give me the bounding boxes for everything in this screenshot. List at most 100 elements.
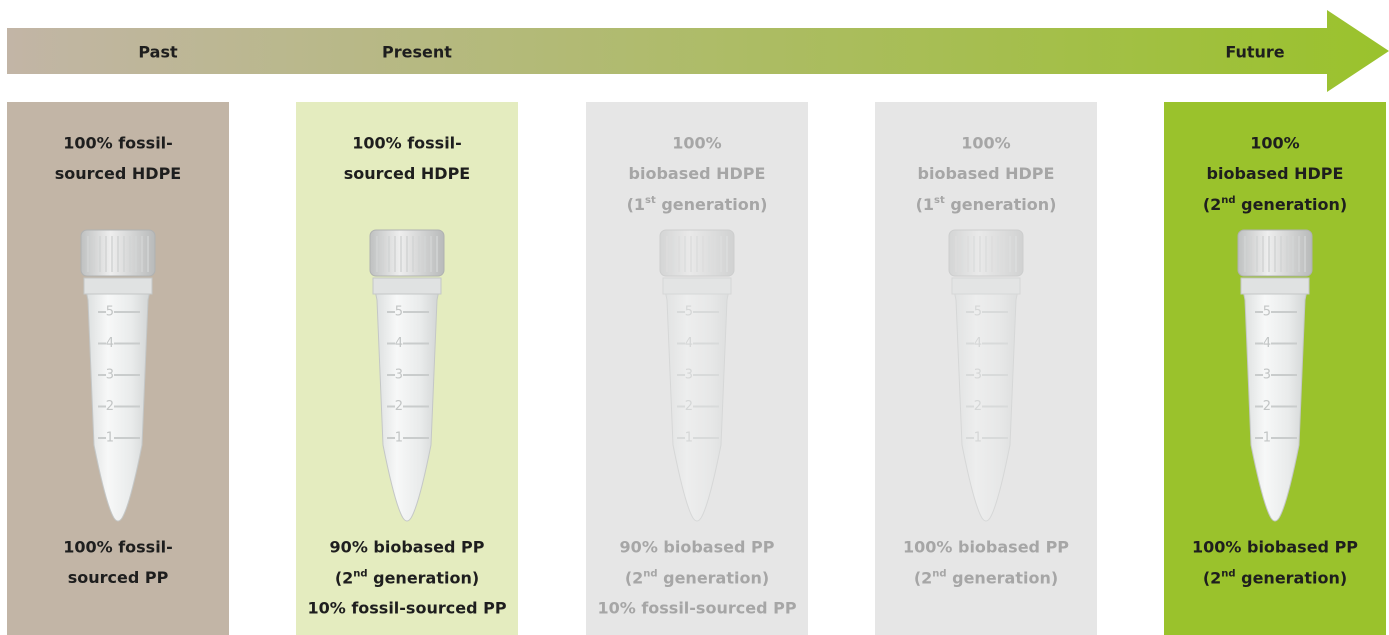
superscript: st	[645, 195, 656, 206]
scale-number: 2	[1263, 399, 1271, 414]
text-line: 10% fossil-sourced PP	[307, 599, 506, 618]
tube-cap	[1237, 229, 1313, 277]
superscript: st	[934, 195, 945, 206]
scale-number: 3	[685, 368, 693, 383]
text-part: (1	[916, 195, 934, 214]
text-line: (2nd generation)	[914, 568, 1058, 587]
scale-number: 3	[974, 368, 982, 383]
scale-number: 2	[395, 399, 403, 414]
text-line: 100% biobased PP	[903, 538, 1069, 557]
tube-image: 1 2 3 4 5	[1237, 229, 1313, 522]
text-part: (2	[914, 568, 932, 587]
text-line: sourced HDPE	[344, 164, 470, 183]
tube-body	[662, 279, 732, 522]
scale-number: 3	[395, 368, 403, 383]
timeline-label: Future	[1225, 43, 1284, 62]
tube-body	[1240, 279, 1310, 522]
text-part: generation)	[945, 195, 1057, 214]
text-part: generation)	[1236, 568, 1348, 587]
stage-column: 100% biobased HDPE (1st generation) 1 2 3 4 5 90…	[586, 102, 808, 635]
superscript: nd	[353, 569, 367, 580]
cap-body	[659, 229, 735, 277]
scale-number: 1	[395, 431, 403, 446]
timeline-arrow	[7, 10, 1389, 92]
stage-column: 100%biobased HDPE(2nd generation)1234510…	[1164, 102, 1386, 635]
text-part: (1	[627, 195, 645, 214]
scale-number: 5	[974, 305, 982, 320]
superscript: nd	[932, 569, 946, 580]
scale-number: 4	[395, 336, 403, 351]
scale-number: 4	[974, 336, 982, 351]
timeline-label: Present	[382, 43, 452, 62]
stage-column: 100% biobased HDPE (1st generation) 1 2 3 4 5 10…	[875, 102, 1097, 635]
stage-column: 100% fossil-sourced HDPE 1 2 3 4 5 100% fossil…	[7, 102, 229, 635]
text-line: 100%	[961, 134, 1010, 153]
text-part: generation)	[658, 568, 770, 587]
text-line: (1st generation)	[627, 195, 768, 214]
text-line: (2nd generation)	[1203, 568, 1347, 587]
superscript: nd	[1221, 569, 1235, 580]
tube-image: 1 2 3 4 5	[369, 229, 445, 522]
scale-number: 5	[395, 305, 403, 320]
text-line: sourced HDPE	[55, 164, 181, 183]
tube-cap	[948, 229, 1024, 277]
tube-rim	[662, 277, 732, 295]
text-line: 100%	[1250, 134, 1299, 153]
superscript: nd	[643, 569, 657, 580]
text-part: generation)	[947, 568, 1059, 587]
text-part: generation)	[1236, 195, 1348, 214]
tube-rim	[1240, 277, 1310, 295]
text-part: (2	[335, 568, 353, 587]
text-line: 100% fossil-	[63, 538, 173, 557]
text-part: generation)	[656, 195, 768, 214]
text-line: biobased HDPE	[918, 164, 1055, 183]
text-line: 100% biobased PP	[1192, 538, 1358, 557]
text-line: 100%	[672, 134, 721, 153]
text-line: 10% fossil-sourced PP	[597, 599, 796, 618]
scale-number: 3	[106, 368, 114, 383]
superscript: nd	[1221, 195, 1235, 206]
text-part: (2	[1203, 195, 1221, 214]
tube-body	[372, 279, 442, 522]
tube-rim	[83, 277, 153, 295]
scale-number: 5	[1263, 305, 1271, 320]
scale-number: 1	[974, 431, 982, 446]
scale-number: 3	[1263, 368, 1271, 383]
cap-body	[948, 229, 1024, 277]
scale-number: 2	[974, 399, 982, 414]
tube-rim	[372, 277, 442, 295]
scale-number: 5	[106, 305, 114, 320]
tube-image: 1 2 3 4 5	[659, 229, 735, 522]
scale-number: 2	[685, 399, 693, 414]
text-line: biobased HDPE	[1207, 164, 1344, 183]
tube-body	[83, 279, 153, 522]
tube-image: 1 2 3 4 5	[948, 229, 1024, 522]
scale-number: 1	[106, 431, 114, 446]
tube-image: 1 2 3 4 5	[80, 229, 156, 522]
text-line: sourced PP	[68, 568, 169, 587]
scale-number: 2	[106, 399, 114, 414]
tube-rim	[951, 277, 1021, 295]
tube-cap	[659, 229, 735, 277]
scale-number: 1	[685, 431, 693, 446]
stage-column: 100% fossil-sourced HDPE 1 2 3 4 5 90% biobase…	[296, 102, 518, 635]
text-line: 100% fossil-	[352, 134, 462, 153]
text-line: (1st generation)	[916, 195, 1057, 214]
text-line: 90% biobased PP	[620, 538, 775, 557]
text-line: biobased HDPE	[629, 164, 766, 183]
timeline-label: Past	[138, 43, 178, 62]
tube-cap	[80, 229, 156, 277]
text-line: 100% fossil-	[63, 134, 173, 153]
text-part: (2	[625, 568, 643, 587]
text-line: (2nd generation)	[625, 568, 769, 587]
scale-number: 5	[685, 305, 693, 320]
text-part: generation)	[368, 568, 480, 587]
tube-cap	[369, 229, 445, 277]
scale-number: 1	[1263, 431, 1271, 446]
text-line: 90% biobased PP	[330, 538, 485, 557]
scale-number: 4	[1263, 336, 1271, 351]
text-line: (2nd generation)	[1203, 195, 1347, 214]
scale-number: 4	[685, 336, 693, 351]
text-part: (2	[1203, 568, 1221, 587]
